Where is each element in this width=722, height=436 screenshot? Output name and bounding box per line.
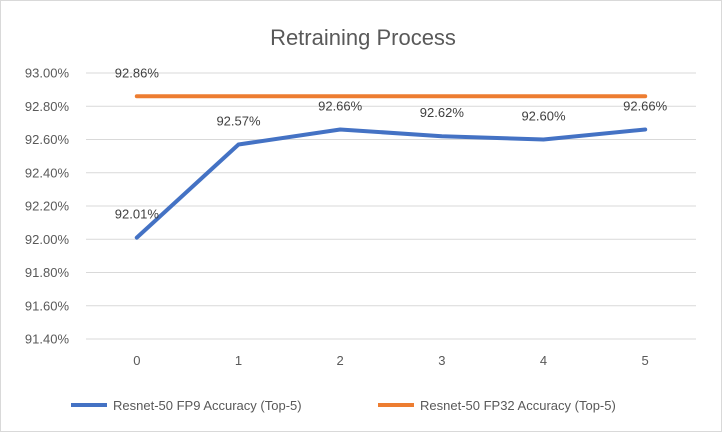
y-tick-label: 92.40% xyxy=(25,165,70,180)
y-tick-label: 92.20% xyxy=(25,199,70,214)
y-axis-ticks: 91.40% 91.60% 91.80% 92.00% 92.20% 92.40% 92.6… xyxy=(25,66,70,347)
x-tick-label: 1 xyxy=(235,353,242,368)
series-lines xyxy=(134,94,648,240)
y-tick-label: 91.60% xyxy=(25,298,70,313)
y-tick-label: 92.80% xyxy=(25,99,70,114)
x-tick-label: 4 xyxy=(540,353,547,368)
series-line-fp9 xyxy=(134,127,648,240)
y-tick-label: 92.00% xyxy=(25,232,70,247)
data-label-fp9: 92.66% xyxy=(318,99,363,114)
x-tick-label: 5 xyxy=(642,353,649,368)
data-labels: 92.01% 92.57% 92.66% 92.62% 92.60% 92.66% 92.8… xyxy=(115,65,668,221)
legend-item-fp9-label: Resnet-50 FP9 Accuracy (Top-5) xyxy=(113,398,302,413)
x-tick-label: 3 xyxy=(438,353,445,368)
data-label-fp9: 92.60% xyxy=(521,109,566,124)
y-tick-label: 91.80% xyxy=(25,265,70,280)
y-tick-label: 92.60% xyxy=(25,132,70,147)
x-tick-label: 2 xyxy=(337,353,344,368)
legend: Resnet-50 FP9 Accuracy (Top-5) Resnet-50 … xyxy=(71,398,616,413)
legend-item-fp32-label: Resnet-50 FP32 Accuracy (Top-5) xyxy=(420,398,616,413)
data-label-fp9: 92.01% xyxy=(115,207,160,222)
y-tick-label: 91.40% xyxy=(25,332,70,347)
y-tick-label: 93.00% xyxy=(25,66,70,81)
data-label-fp9: 92.62% xyxy=(420,105,465,120)
x-tick-label: 0 xyxy=(133,353,140,368)
gridlines xyxy=(86,72,696,340)
data-label-fp32: 92.86% xyxy=(115,65,160,80)
chart-title: Retraining Process xyxy=(270,25,456,50)
data-label-fp9: 92.66% xyxy=(623,99,668,114)
x-axis-ticks: 0 1 2 3 4 5 xyxy=(133,353,649,368)
data-label-fp9: 92.57% xyxy=(216,113,261,128)
